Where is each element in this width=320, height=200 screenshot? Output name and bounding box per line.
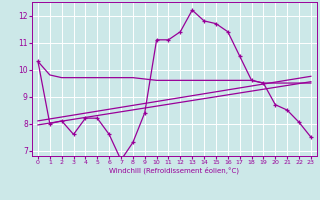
X-axis label: Windchill (Refroidissement éolien,°C): Windchill (Refroidissement éolien,°C) (109, 167, 239, 174)
